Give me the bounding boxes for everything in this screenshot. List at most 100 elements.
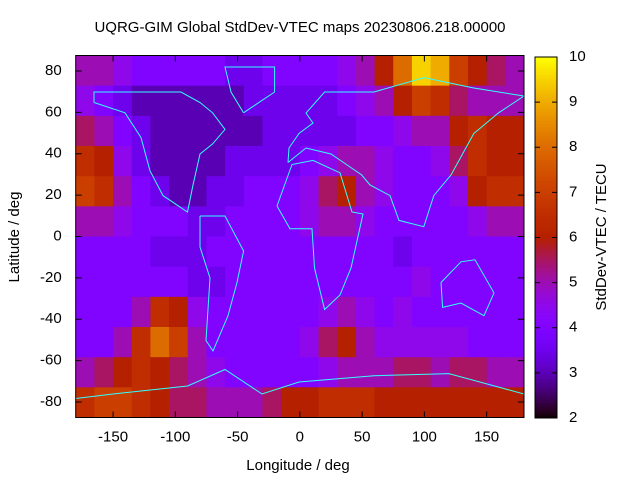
heatmap-cell — [281, 146, 301, 177]
heatmap-cell — [467, 176, 488, 207]
heatmap-cell — [337, 206, 357, 237]
heatmap-cell — [225, 176, 245, 207]
heatmap-cell — [131, 387, 151, 418]
heatmap-cell — [131, 115, 151, 147]
y-tick-label: 80 — [45, 62, 62, 79]
heatmap-cell — [299, 115, 320, 147]
x-tick-label: 100 — [412, 428, 437, 445]
heatmap-cell — [94, 327, 114, 358]
heatmap-cell — [299, 296, 320, 328]
heatmap-cell — [355, 266, 376, 298]
colorbar-label: StdDev-VTEC / TECU — [593, 163, 610, 310]
heatmap-cell — [262, 357, 282, 388]
heatmap-cell — [486, 206, 506, 237]
colorbar-gradient — [535, 201, 557, 205]
colorbar-gradient — [535, 342, 557, 347]
heatmap-cell — [243, 176, 263, 207]
heatmap-cell — [281, 206, 301, 237]
heatmap-cell — [243, 266, 263, 298]
colorbar-gradient — [535, 339, 557, 344]
heatmap-cell — [75, 357, 95, 388]
colorbar-gradient — [535, 297, 557, 302]
heatmap-cell — [486, 85, 506, 117]
coastline — [224, 66, 276, 114]
colorbar-gradient — [535, 213, 557, 217]
x-tick-label: 150 — [474, 428, 499, 445]
heatmap-cell — [486, 236, 506, 268]
colorbar-gradient — [535, 129, 557, 133]
colorbar-gradient — [535, 198, 557, 202]
heatmap-cell — [131, 55, 151, 87]
heatmap-cell — [430, 296, 450, 328]
colorbar-gradient — [535, 336, 557, 341]
heatmap-cell — [113, 85, 133, 117]
colorbar-gradient — [535, 69, 557, 73]
heatmap-cell — [243, 236, 263, 268]
colorbar-gradient — [535, 90, 557, 94]
heatmap-cell — [430, 55, 450, 87]
heatmap-cell — [430, 146, 450, 177]
colorbar-gradient — [535, 87, 557, 91]
colorbar-gradient — [535, 276, 557, 281]
heatmap-cell — [75, 206, 95, 237]
colorbar-tick-label: 2 — [569, 409, 577, 426]
heatmap-cell — [262, 387, 282, 418]
heatmap-cell — [281, 115, 301, 147]
colorbar-gradient — [535, 306, 557, 311]
x-axis-label: Longitude / deg — [246, 457, 349, 474]
coastline — [199, 215, 245, 352]
colorbar-gradient — [535, 192, 557, 196]
colorbar-gradient — [535, 369, 557, 374]
heatmap-cell — [505, 387, 525, 418]
heatmap-cell — [94, 176, 114, 207]
heatmap-cell — [486, 146, 506, 177]
heatmap-cell — [150, 387, 170, 418]
heatmap-cell — [113, 236, 133, 268]
heatmap-cell — [131, 236, 151, 268]
heatmap-cell — [113, 115, 133, 147]
colorbar-gradient — [535, 321, 557, 326]
heatmap-cell — [206, 146, 226, 177]
colorbar-gradient — [535, 111, 557, 115]
colorbar-gradient — [535, 60, 557, 64]
colorbar-tick-label: 5 — [569, 274, 577, 291]
heatmap-cell — [281, 296, 301, 328]
heatmap-cell — [430, 115, 450, 147]
heatmap-cell — [505, 176, 525, 207]
heatmap-cell — [374, 176, 394, 207]
colorbar-gradient — [535, 66, 557, 70]
colorbar-gradient — [535, 159, 557, 163]
heatmap-cell — [94, 85, 114, 117]
heatmap-cell — [318, 85, 338, 117]
colorbar-gradient — [535, 414, 557, 419]
colorbar-gradient — [535, 156, 557, 160]
colorbar-gradient — [535, 99, 557, 103]
heatmap-cell — [430, 236, 450, 268]
heatmap-cell — [505, 146, 525, 177]
heatmap-cell — [169, 115, 189, 147]
heatmap-cell — [206, 206, 226, 237]
heatmap-cell — [113, 296, 133, 328]
colorbar-tick-label: 10 — [569, 48, 586, 65]
heatmap-cell — [94, 266, 114, 298]
heatmap-cell — [318, 387, 338, 418]
heatmap-cell — [131, 296, 151, 328]
heatmap-cell — [411, 357, 432, 388]
heatmap-cell — [187, 327, 207, 358]
heatmap-cell — [299, 206, 320, 237]
heatmap-cell — [75, 55, 95, 87]
heatmap-cell — [113, 206, 133, 237]
heatmap-cell — [187, 296, 207, 328]
colorbar-gradient — [535, 237, 557, 242]
heatmap-cell — [337, 266, 357, 298]
heatmap-cell — [94, 357, 114, 388]
heatmap-cell — [94, 387, 114, 418]
colorbar-gradient — [535, 222, 557, 226]
heatmap-cell — [318, 176, 338, 207]
y-tick-label: 40 — [45, 145, 62, 162]
coastline — [440, 259, 495, 317]
heatmap-cell — [281, 236, 301, 268]
heatmap-cell — [393, 176, 413, 207]
heatmap-cell — [113, 266, 133, 298]
colorbar-gradient — [535, 345, 557, 350]
